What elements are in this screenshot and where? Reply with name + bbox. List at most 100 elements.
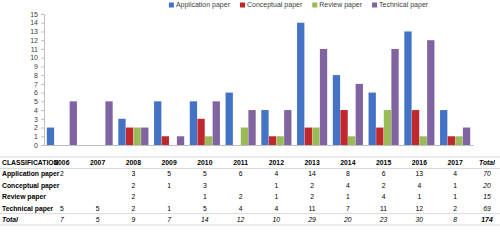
table-year: 2008 bbox=[126, 159, 141, 166]
table-cell: 14 bbox=[308, 170, 316, 177]
bar bbox=[134, 128, 141, 145]
table-column-total: 14 bbox=[201, 216, 209, 223]
legend-item: Technical paper bbox=[372, 1, 429, 9]
table-cell: 2 bbox=[239, 193, 243, 200]
y-tick: 10 bbox=[30, 54, 44, 61]
bar bbox=[277, 136, 284, 145]
table-cell: 5 bbox=[203, 205, 207, 212]
bar bbox=[177, 136, 184, 145]
table-cell: 13 bbox=[416, 170, 424, 177]
table-cell: 1 bbox=[453, 182, 457, 189]
legend: Application paperConceptual paperReview … bbox=[169, 1, 429, 9]
bar bbox=[118, 119, 125, 145]
y-tick: 5 bbox=[34, 98, 44, 105]
table-cell: 2 bbox=[453, 205, 457, 212]
y-tick-label: 11 bbox=[31, 46, 38, 53]
y-tick-label: 4 bbox=[34, 107, 38, 114]
bar bbox=[448, 136, 455, 145]
bar bbox=[154, 101, 161, 145]
y-tick-mark bbox=[41, 75, 44, 76]
y-tick: 14 bbox=[30, 19, 44, 26]
table-year: 2011 bbox=[233, 159, 248, 166]
table-cell: 2 bbox=[310, 193, 314, 200]
bar bbox=[420, 136, 427, 145]
y-tick-mark bbox=[41, 136, 44, 137]
table-cell: 4 bbox=[417, 182, 421, 189]
table-cell: 3 bbox=[131, 170, 135, 177]
legend-label: Technical paper bbox=[379, 1, 429, 9]
y-tick-label: 6 bbox=[34, 89, 38, 96]
table-cell: 1 bbox=[203, 193, 207, 200]
legend-item: Application paper bbox=[169, 1, 231, 9]
y-tick-label: 13 bbox=[30, 28, 38, 35]
y-tick-mark bbox=[41, 145, 44, 146]
table-cell: 12 bbox=[416, 205, 424, 212]
y-tick-label: 8 bbox=[34, 72, 38, 79]
table-cell: 8 bbox=[346, 170, 350, 177]
bar bbox=[305, 128, 312, 145]
table-year: 2012 bbox=[269, 159, 284, 166]
table-cell: 4 bbox=[274, 205, 278, 212]
bar bbox=[241, 128, 248, 145]
bar bbox=[284, 110, 291, 145]
table-cell: 4 bbox=[274, 170, 278, 177]
table-cell: 1 bbox=[274, 193, 278, 200]
table-cell: 3 bbox=[203, 182, 207, 189]
table-row-total: 69 bbox=[483, 205, 491, 212]
legend-swatch bbox=[372, 3, 377, 8]
table-year: 2009 bbox=[162, 159, 177, 166]
table-cell: 11 bbox=[380, 205, 387, 212]
table-cell: 2 bbox=[131, 182, 135, 189]
bar bbox=[47, 128, 54, 145]
table-column-total: 30 bbox=[416, 216, 424, 223]
table-column-total: 23 bbox=[379, 216, 388, 223]
y-tick-mark bbox=[41, 84, 44, 85]
chart: 0123456789101112131415Application paperC… bbox=[0, 0, 500, 246]
y-tick-mark bbox=[41, 14, 44, 15]
bar bbox=[384, 110, 391, 145]
table-cell: 2 bbox=[131, 205, 135, 212]
bar bbox=[427, 40, 434, 145]
table-total-header: Total bbox=[479, 159, 495, 166]
table-cell: 4 bbox=[453, 170, 457, 177]
table-cell: 6 bbox=[382, 170, 386, 177]
bar bbox=[356, 84, 363, 145]
bar bbox=[70, 101, 77, 145]
y-tick: 6 bbox=[34, 89, 44, 96]
y-tick-label: 5 bbox=[34, 98, 38, 105]
table-row-label: Application paper bbox=[2, 170, 60, 178]
legend-swatch bbox=[312, 3, 317, 8]
y-tick-label: 2 bbox=[34, 124, 38, 131]
table-cell: 7 bbox=[346, 205, 350, 212]
y-tick-mark bbox=[41, 128, 44, 129]
table-cell: 5 bbox=[60, 205, 64, 212]
table-year: 2015 bbox=[376, 159, 391, 166]
table-cell: 1 bbox=[417, 193, 421, 200]
table-column-total: 7 bbox=[60, 216, 64, 223]
table-cell: 1 bbox=[346, 193, 350, 200]
y-tick: 4 bbox=[34, 107, 44, 114]
table-cell: 5 bbox=[167, 170, 171, 177]
table-year: 2017 bbox=[448, 159, 463, 166]
x-axis-line bbox=[45, 145, 474, 146]
y-tick-label: 10 bbox=[30, 54, 38, 61]
y-tick-mark bbox=[41, 93, 44, 94]
legend-label: Conceptual paper bbox=[247, 1, 303, 9]
bar bbox=[126, 128, 133, 145]
table-year: 2014 bbox=[340, 159, 355, 166]
bar bbox=[455, 136, 462, 145]
y-tick-label: 12 bbox=[30, 37, 38, 44]
y-tick-mark bbox=[41, 110, 44, 111]
table-cell: 6 bbox=[239, 170, 243, 177]
bar bbox=[369, 93, 376, 145]
y-tick: 2 bbox=[34, 124, 44, 131]
bar bbox=[440, 110, 447, 145]
table-row-label: Review paper bbox=[2, 193, 46, 201]
y-tick-label: 15 bbox=[30, 11, 38, 18]
table-column-total: 9 bbox=[131, 216, 135, 223]
y-tick-label: 9 bbox=[34, 63, 38, 70]
bar bbox=[376, 128, 383, 145]
y-tick: 15 bbox=[30, 11, 44, 18]
y-tick: 3 bbox=[34, 116, 44, 123]
bar bbox=[141, 128, 148, 145]
